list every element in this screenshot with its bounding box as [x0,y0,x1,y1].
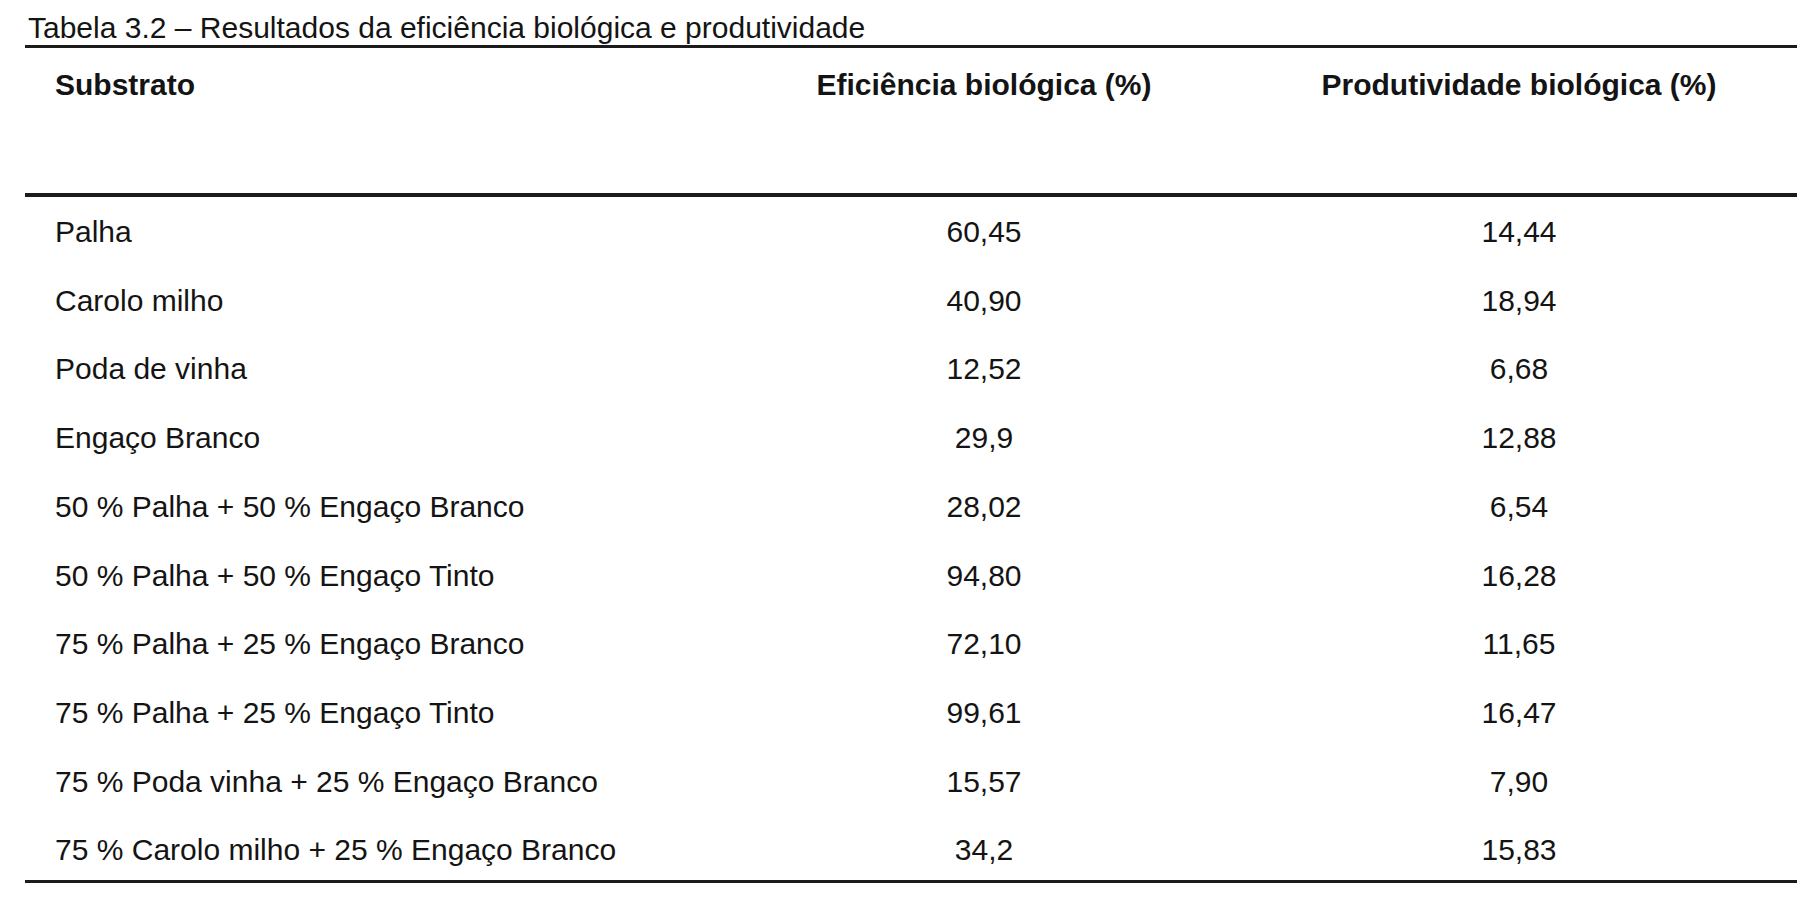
cell-eficiencia-biologica: 28,02 [946,490,1021,524]
cell-produtividade-biologica: 12,88 [1481,421,1556,455]
cell-substrato: Poda de vinha [55,352,247,386]
cell-eficiencia-biologica: 12,52 [946,352,1021,386]
table-row: 75 % Palha + 25 % Engaço Branco 72,10 11,6… [0,627,1816,661]
header-rule [25,193,1797,197]
cell-produtividade-biologica: 7,90 [1490,765,1548,799]
table-row: 50 % Palha + 50 % Engaço Branco 28,02 6,54 [0,490,1816,524]
table-row: 50 % Palha + 50 % Engaço Tinto 94,80 16,28 [0,559,1816,593]
caption-rule [25,45,1797,48]
column-header-produtividade-biologica: Produtividade biológica (%) [1321,68,1716,102]
table-row: Engaço Branco 29,9 12,88 [0,421,1816,455]
cell-produtividade-biologica: 18,94 [1481,284,1556,318]
column-header-eficiencia-biologica: Eficiência biológica (%) [816,68,1151,102]
cell-eficiencia-biologica: 29,9 [955,421,1013,455]
cell-produtividade-biologica: 16,47 [1481,696,1556,730]
cell-produtividade-biologica: 15,83 [1481,833,1556,867]
cell-substrato: 75 % Palha + 25 % Engaço Tinto [55,696,494,730]
table-row: Palha 60,45 14,44 [0,215,1816,249]
cell-eficiencia-biologica: 99,61 [946,696,1021,730]
cell-substrato: 75 % Carolo milho + 25 % Engaço Branco [55,833,616,867]
table-row: Carolo milho 40,90 18,94 [0,284,1816,318]
table-row: Poda de vinha 12,52 6,68 [0,352,1816,386]
document-page: Tabela 3.2 – Resultados da eficiência bi… [0,0,1816,899]
cell-substrato: 50 % Palha + 50 % Engaço Tinto [55,559,494,593]
table-row: 75 % Palha + 25 % Engaço Tinto 99,61 16,47 [0,696,1816,730]
cell-substrato: 75 % Poda vinha + 25 % Engaço Branco [55,765,598,799]
cell-substrato: Engaço Branco [55,421,260,455]
table-caption: Tabela 3.2 – Resultados da eficiência bi… [28,11,865,45]
column-header-substrato: Substrato [55,68,195,102]
bottom-rule [25,880,1797,883]
cell-substrato: 75 % Palha + 25 % Engaço Branco [55,627,524,661]
cell-substrato: Palha [55,215,132,249]
cell-eficiencia-biologica: 72,10 [946,627,1021,661]
cell-eficiencia-biologica: 94,80 [946,559,1021,593]
cell-produtividade-biologica: 6,68 [1490,352,1548,386]
cell-eficiencia-biologica: 15,57 [946,765,1021,799]
cell-produtividade-biologica: 11,65 [1483,627,1556,661]
cell-eficiencia-biologica: 40,90 [946,284,1021,318]
cell-produtividade-biologica: 16,28 [1481,559,1556,593]
cell-eficiencia-biologica: 60,45 [946,215,1021,249]
cell-produtividade-biologica: 6,54 [1490,490,1548,524]
table-row: 75 % Poda vinha + 25 % Engaço Branco 15,5… [0,765,1816,799]
cell-substrato: 50 % Palha + 50 % Engaço Branco [55,490,524,524]
cell-produtividade-biologica: 14,44 [1481,215,1556,249]
cell-eficiencia-biologica: 34,2 [955,833,1013,867]
table-row: 75 % Carolo milho + 25 % Engaço Branco 34… [0,833,1816,867]
cell-substrato: Carolo milho [55,284,223,318]
